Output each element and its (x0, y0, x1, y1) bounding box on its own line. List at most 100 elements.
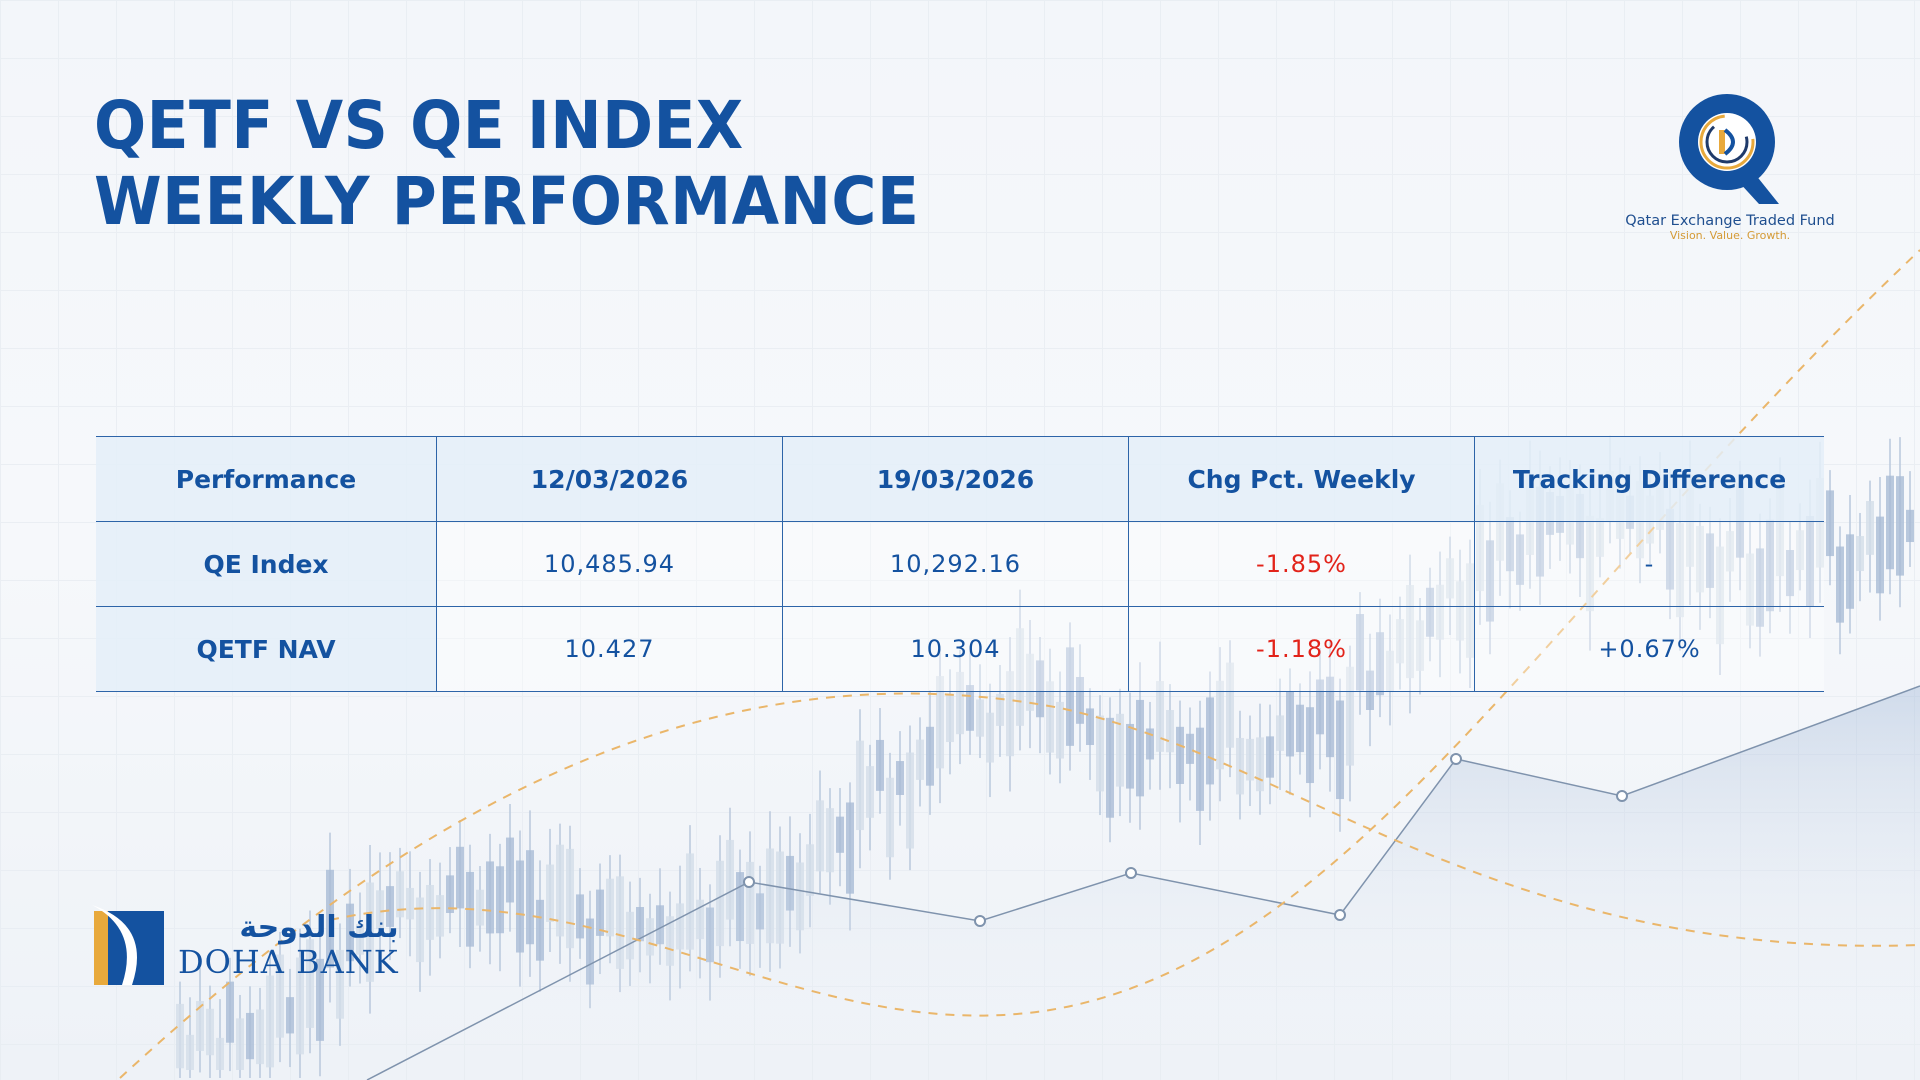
candle-body (1296, 704, 1304, 753)
candle-body (926, 726, 934, 786)
candle-body (1346, 666, 1354, 766)
curr-value: 10.304 (782, 606, 1129, 692)
header-tracking: Tracking Difference (1474, 436, 1824, 522)
candle-body (1086, 708, 1094, 746)
candle-body (206, 1008, 214, 1056)
trend-line (366, 685, 1920, 1080)
prev-value: 10,485.94 (436, 521, 783, 607)
candle-body (656, 905, 664, 945)
candle-body (626, 911, 634, 960)
candle-body (916, 739, 924, 780)
candle-body (296, 957, 304, 1055)
candle-body (316, 958, 324, 1041)
header-prev-date: 12/03/2026 (436, 436, 783, 522)
doha-bank-arabic: بنك الدوحة (239, 910, 399, 945)
candle-body (1896, 476, 1904, 576)
candle-body (426, 884, 434, 940)
dashed-curve-1 (119, 692, 1920, 1079)
candle-body (406, 887, 414, 920)
candle-body (1116, 713, 1124, 787)
candle-body (1146, 728, 1154, 760)
candle-body (826, 808, 834, 873)
candle-body (496, 866, 504, 934)
candle-body (1866, 501, 1874, 555)
candle-body (836, 816, 844, 853)
candle-body (1256, 737, 1264, 792)
candle-body (1316, 679, 1324, 735)
title-line-2: WEEKLY PERFORMANCE (94, 163, 920, 240)
candle-body (1196, 727, 1204, 811)
candle-body (856, 740, 864, 831)
candle-body (1326, 676, 1334, 758)
candle-body (1286, 691, 1294, 757)
candle-body (186, 1034, 194, 1070)
candle-body (266, 975, 274, 1068)
row-label: QE Index (96, 521, 437, 607)
candle-body (486, 861, 494, 934)
candle-body (866, 766, 874, 818)
candle-body (816, 800, 824, 872)
header-performance: Performance (96, 436, 437, 522)
header-curr-date: 19/03/2026 (782, 436, 1129, 522)
table-header-row: Performance 12/03/2026 19/03/2026 Chg Pc… (96, 436, 1824, 522)
candle-body (196, 1001, 204, 1051)
candle-body (1826, 490, 1834, 557)
candle-body (1126, 723, 1134, 789)
tracking-value: - (1474, 521, 1824, 607)
candle-body (566, 848, 574, 949)
candle-body (586, 918, 594, 985)
candle-body (256, 1009, 264, 1065)
candle-body (1846, 534, 1854, 609)
candle-body (446, 875, 454, 914)
candle-body (476, 889, 484, 926)
candle-body (1856, 536, 1864, 572)
table-row: QE Index 10,485.94 10,292.16 -1.85% - (96, 521, 1824, 607)
header-chg-pct: Chg Pct. Weekly (1128, 436, 1475, 522)
candle-body (286, 997, 294, 1034)
candle-body (846, 802, 854, 894)
chg-value: -1.85% (1128, 521, 1475, 607)
doha-bank-emblem-icon (92, 905, 164, 985)
candle-body (906, 752, 914, 849)
candle-body (806, 844, 814, 896)
candle-body (216, 1037, 224, 1070)
candle-body (1066, 647, 1074, 746)
candle-body (176, 1003, 184, 1069)
candle-body (416, 897, 424, 963)
candle-body (1056, 701, 1064, 759)
page-title: QETF VS QE INDEX WEEKLY PERFORMANCE (94, 88, 981, 240)
candle-body (356, 924, 364, 955)
candle-body (1156, 681, 1164, 752)
candle-body (366, 882, 374, 982)
candle-body (686, 853, 694, 950)
candle-body (1046, 681, 1054, 753)
candle-body (246, 1012, 254, 1060)
candle-body (1906, 509, 1914, 543)
candle-body (596, 889, 604, 936)
candle-body (396, 871, 404, 918)
candle-body (986, 712, 994, 763)
candle-body (536, 899, 544, 961)
candle-body (1886, 475, 1894, 570)
tracking-value: +0.67% (1474, 606, 1824, 692)
candle-body (1176, 726, 1184, 784)
candle-body (946, 694, 954, 743)
chg-value: -1.18% (1128, 606, 1475, 692)
prev-value: 10.427 (436, 606, 783, 692)
candle-body (506, 837, 514, 903)
candle-body (1276, 715, 1284, 751)
candle-body (376, 890, 384, 930)
candle-body (346, 903, 354, 962)
candle-body (436, 895, 444, 937)
trend-area (367, 686, 1920, 1080)
candle-body (1246, 738, 1254, 781)
row-label: QETF NAV (96, 606, 437, 692)
candle-body (1236, 737, 1244, 795)
candle-body (616, 876, 624, 969)
doha-bank-english: DOHA BANK (178, 943, 399, 981)
dashed-curve-2 (329, 249, 1920, 1017)
candle-body (1306, 707, 1314, 784)
table-row: QETF NAV 10.427 10.304 -1.18% +0.67% (96, 606, 1824, 692)
candle-body (1266, 736, 1274, 778)
candle-body (726, 839, 734, 920)
